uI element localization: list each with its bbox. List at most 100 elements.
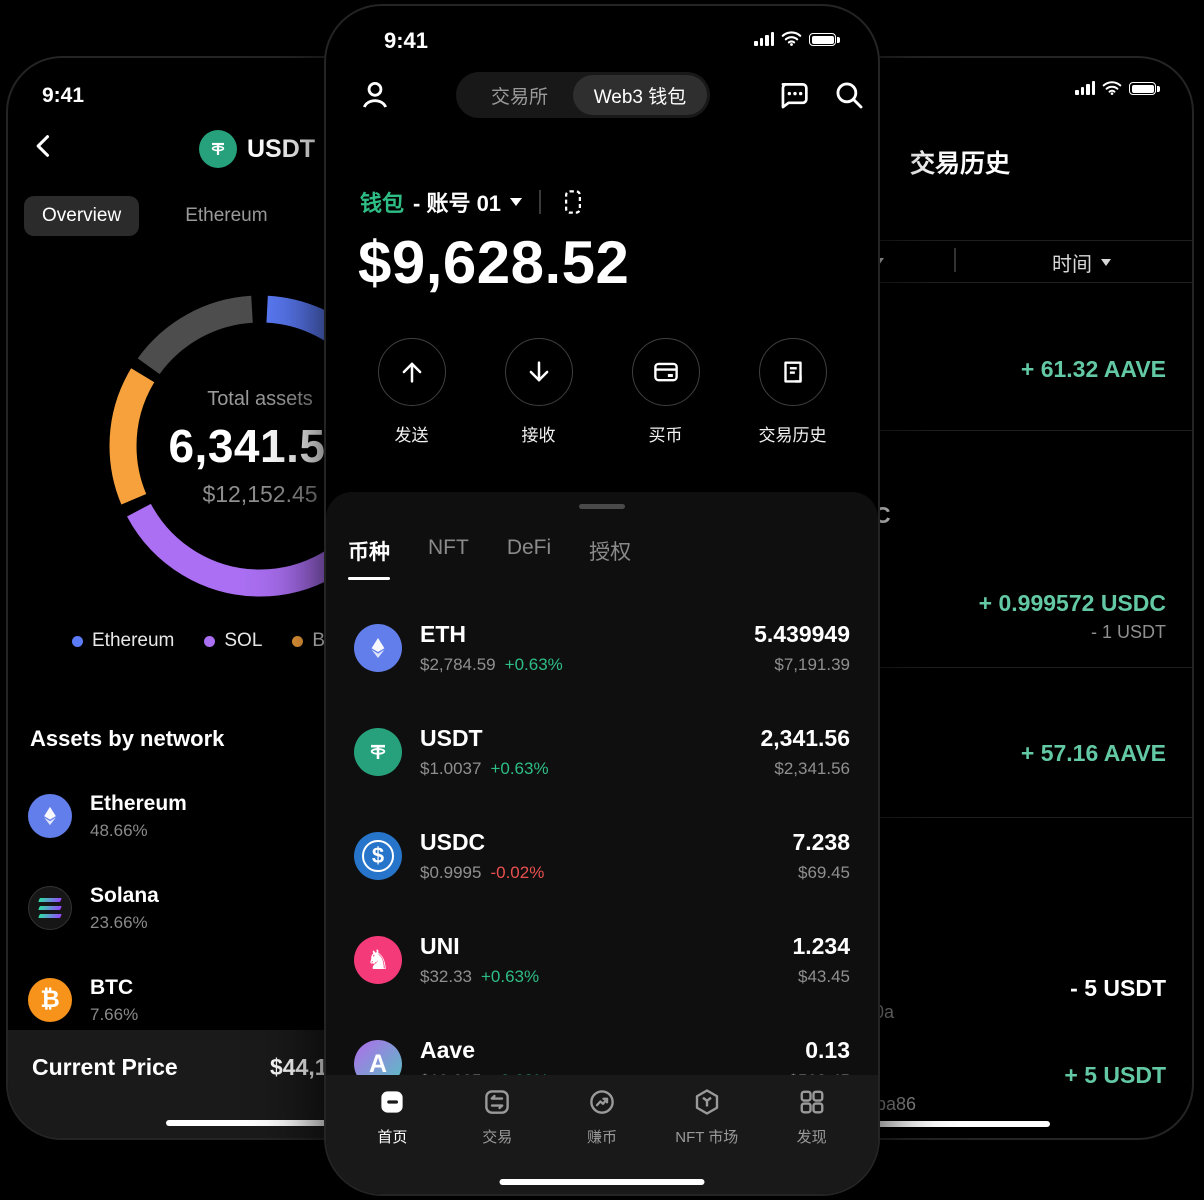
nav-home[interactable]: 首页	[340, 1087, 445, 1147]
token-value: $69.45	[798, 863, 850, 882]
home-indicator	[499, 1179, 705, 1185]
nav-nft-market[interactable]: NFT 市场	[654, 1087, 759, 1147]
nav-nft-label: NFT 市场	[675, 1129, 739, 1146]
discover-grid-icon	[800, 1090, 824, 1114]
wifi-icon	[1102, 81, 1122, 95]
send-label: 发送	[394, 426, 429, 445]
profile-icon[interactable]	[358, 78, 392, 112]
quick-actions: 发送 接收 买币	[348, 338, 856, 446]
tx-amount: + 61.32 AAVE	[1020, 356, 1166, 382]
solana-icon	[28, 886, 72, 930]
total-assets-amount: 6,341.56	[168, 420, 352, 472]
status-time: 9:41	[384, 28, 429, 53]
receive-label: 接收	[521, 426, 556, 445]
receive-arrow-down-icon	[504, 338, 573, 406]
nav-discover[interactable]: 发现	[759, 1087, 864, 1147]
earn-icon	[590, 1090, 614, 1114]
nav-trade[interactable]: 交易	[445, 1087, 550, 1147]
tx-amount: + 0.999572 USDC	[978, 590, 1166, 616]
buy-crypto-button[interactable]: 买币	[602, 338, 729, 446]
back-icon[interactable]	[30, 132, 58, 160]
tab-nft[interactable]: NFT	[428, 536, 469, 559]
caret-down-icon	[1101, 259, 1111, 266]
tab-ethereum[interactable]: Ethereum	[185, 205, 268, 226]
token-price: $0.9995	[420, 863, 482, 882]
caret-down-icon	[510, 198, 523, 206]
divider	[700, 817, 1192, 818]
token-price: $2,784.59	[420, 655, 496, 674]
tx-amount: + 57.16 AAVE	[1020, 740, 1166, 766]
history-button[interactable]: 交易历史	[729, 338, 856, 446]
nav-home-label: 首页	[377, 1129, 408, 1146]
network-percent: 48.66%	[90, 820, 148, 840]
search-icon[interactable]	[832, 78, 866, 112]
sheet-tabs: 币种 NFT DeFi 授权	[348, 536, 631, 580]
home-icon	[381, 1091, 404, 1113]
token-change: +0.63%	[481, 967, 540, 986]
tab-exchange[interactable]: 交易所	[490, 86, 548, 108]
token-amount: 2,341.56	[760, 725, 850, 751]
tab-web3-wallet[interactable]: Web3 钱包	[573, 75, 707, 115]
account-label: - 账号 01	[413, 191, 502, 216]
uni-icon: ♞	[354, 936, 402, 984]
token-row-eth[interactable]: ETH $2,784.59 +0.63% 5.439949 $7,191.39	[326, 596, 878, 700]
token-price: $1.0037	[420, 759, 482, 778]
network-row-solana[interactable]: Solana 23.66%	[28, 862, 486, 954]
battery-icon	[1129, 82, 1160, 95]
nav-earn-label: 赚币	[586, 1129, 617, 1146]
token-change: +0.63%	[504, 655, 563, 674]
total-assets-label: Total assets	[207, 388, 313, 410]
history-label: 交易历史	[758, 426, 827, 445]
token-amount: 7.238	[792, 829, 850, 855]
token-row-usdt[interactable]: USDT $1.0037 +0.63% 2,341.56 $2,341.56	[326, 700, 878, 804]
receive-button[interactable]: 接收	[475, 338, 602, 446]
tx-amount: - 5 USDT	[1070, 975, 1166, 1001]
nav-discover-label: 发现	[796, 1129, 827, 1146]
chat-icon[interactable]	[778, 78, 812, 112]
filter-divider	[954, 248, 956, 272]
history-doc-icon	[758, 338, 827, 406]
signal-icon	[1075, 81, 1095, 95]
token-name: ETH	[420, 621, 466, 647]
tab-coins[interactable]: 币种	[348, 536, 390, 580]
asset-tabs: Overview Ethereum O	[24, 196, 340, 236]
send-button[interactable]: 发送	[348, 338, 475, 446]
token-list: ETH $2,784.59 +0.63% 5.439949 $7,191.39	[326, 596, 878, 1116]
page-title: 交易历史	[910, 150, 1011, 178]
tab-overview[interactable]: Overview	[24, 196, 140, 236]
token-amount: 0.13	[805, 1037, 850, 1063]
status-time: 9:41	[42, 84, 85, 107]
tab-approvals[interactable]: 授权	[589, 541, 632, 564]
divider	[700, 282, 1192, 283]
divider	[700, 430, 1192, 431]
scan-icon[interactable]	[558, 187, 588, 217]
total-balance: $9,628.52	[358, 229, 630, 296]
nav-earn[interactable]: 赚币	[550, 1087, 655, 1147]
total-assets-usd: $12,152.45	[202, 481, 318, 507]
drag-handle[interactable]	[579, 504, 625, 509]
battery-icon	[809, 33, 840, 46]
status-icons	[754, 30, 840, 46]
coin-header: USDT	[8, 130, 506, 168]
tab-defi[interactable]: DeFi	[506, 536, 552, 559]
btc-icon: ₿	[28, 978, 72, 1022]
token-name: UNI	[420, 933, 460, 959]
time-filter-dropdown[interactable]: 时间	[1052, 248, 1111, 277]
token-row-uni[interactable]: ♞ UNI $32.33 +0.63% 1.234 $43.45	[326, 908, 878, 1012]
usdt-icon	[354, 728, 402, 776]
exchange-wallet-segmented-control: 交易所 Web3 钱包	[456, 72, 710, 118]
send-arrow-up-icon	[377, 338, 446, 406]
token-amount: 1.234	[792, 933, 850, 959]
legend-label-ethereum: Ethereum	[92, 630, 175, 651]
buy-label: 买币	[648, 426, 683, 445]
network-row-ethereum[interactable]: Ethereum 48.66%	[28, 770, 486, 862]
token-amount: 5.439949	[754, 621, 850, 647]
token-value: $7,191.39	[774, 655, 850, 674]
wallet-account-selector[interactable]: 钱包 - 账号 01	[360, 186, 588, 218]
token-row-usdc[interactable]: $ USDC $0.9995 -0.02% 7.238 $69.45	[326, 804, 878, 908]
phone-center-wallet-home: 9:41 交易所 Web3 钱包	[324, 4, 880, 1196]
legend-dot-ethereum	[72, 635, 83, 647]
tx-amount: + 5 USDT	[1064, 1062, 1166, 1088]
network-row-btc[interactable]: ₿ BTC 7.66%	[28, 954, 486, 1046]
tx-fragment: ba86	[876, 1094, 917, 1114]
